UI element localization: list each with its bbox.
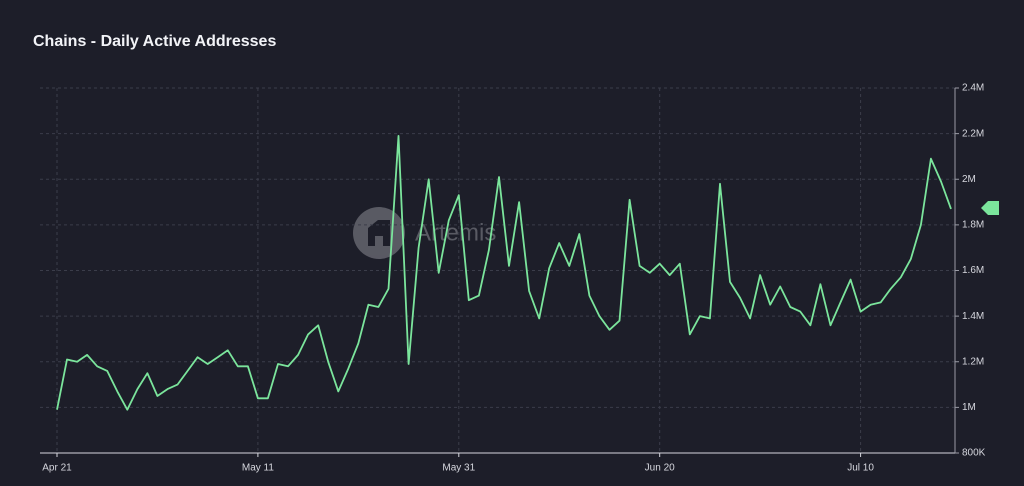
x-tick-label: Jul 10 [847,463,874,474]
x-tick-label: Jun 20 [645,463,675,474]
y-tick-label: 800K [962,448,986,459]
x-tick-label: May 31 [442,463,475,474]
y-tick-label: 2M [962,174,976,185]
y-tick-label: 1.4M [962,311,984,322]
last-value-marker [981,201,999,215]
y-tick-label: 1.8M [962,220,984,231]
y-tick-label: 2.2M [962,128,984,139]
y-tick-label: 1M [962,402,976,413]
y-tick-label: 1.6M [962,265,984,276]
x-tick-label: Apr 21 [42,463,72,474]
watermark-icon [368,220,390,246]
y-tick-label: 1.2M [962,356,984,367]
x-tick-label: May 11 [242,463,274,474]
y-tick-label: 2.4M [962,83,984,94]
watermark-text: Artemis [415,219,496,246]
chart-title: Chains - Daily Active Addresses [33,33,276,50]
watermark: Artemis [353,207,496,259]
data-line [56,135,952,411]
